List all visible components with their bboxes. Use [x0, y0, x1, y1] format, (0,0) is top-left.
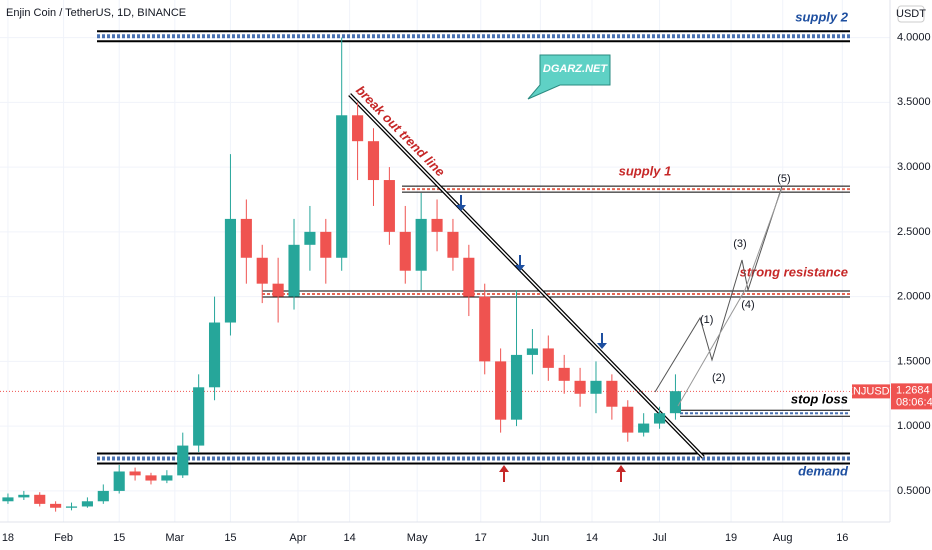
candle-body: [240, 218, 252, 258]
candle-body: [352, 115, 364, 142]
watermark-bubble: [527, 54, 611, 100]
down-arrows: [456, 195, 607, 349]
candle-body: [479, 296, 491, 362]
candle-body: [606, 380, 618, 407]
grid: [0, 0, 890, 522]
candle-body: [34, 494, 46, 504]
candle-body: [383, 180, 395, 232]
chart-title: Enjin Coin / TetherUS, 1D, BINANCE: [6, 7, 186, 19]
price-label: 1.2684: [896, 384, 930, 396]
candle-body: [399, 231, 411, 271]
level-label: supply 2: [795, 9, 849, 24]
x-tick-label: Feb: [54, 532, 73, 544]
x-tick-label: Jun: [531, 532, 549, 544]
trend-line-inner: [349, 94, 704, 458]
x-tick-label: 14: [344, 532, 356, 544]
candle-body: [113, 471, 125, 491]
wave-label: (3): [733, 238, 746, 250]
y-tick-label: 1.5000: [897, 355, 931, 367]
candle-body: [590, 380, 602, 394]
x-tick-label: 16: [836, 532, 848, 544]
candle-body: [622, 406, 634, 433]
y-tick-label: 2.5000: [897, 226, 931, 238]
candle-body: [2, 497, 14, 502]
candle-body: [447, 231, 459, 258]
candle-body: [288, 244, 300, 297]
level-label: demand: [798, 463, 849, 478]
countdown: 08:06:44: [896, 396, 932, 408]
candle-body: [574, 380, 586, 394]
level-label: strong resistance: [740, 264, 848, 279]
watermark: DGARZ.NET: [543, 63, 608, 75]
candle-body: [558, 367, 570, 381]
candle-body: [272, 283, 284, 297]
candle-body: [320, 231, 332, 258]
x-tick-label: 17: [475, 532, 487, 544]
candle-body: [510, 354, 523, 420]
candle-body: [463, 257, 475, 297]
candle-body: [18, 494, 30, 498]
candle-body: [193, 387, 205, 446]
candle-body: [129, 471, 141, 476]
level-label: stop loss: [791, 391, 848, 406]
y-tick-label: 3.5000: [897, 96, 931, 108]
level-label: supply 1: [619, 163, 672, 178]
currency: USDT: [896, 8, 926, 20]
candle-body: [415, 218, 427, 271]
candle-body: [431, 218, 443, 232]
x-tick-label: May: [407, 532, 428, 544]
annotations: (1) (2) (3) (4) (5) DGARZ.NET: [456, 54, 791, 482]
up-arrows: [499, 465, 626, 482]
axes: 4.0000 3.5000 3.0000 2.5000 2.0000 1.5000 1.00…: [2, 31, 932, 544]
symbol-label: ENJUSDT: [846, 385, 897, 397]
candle-body: [336, 115, 348, 258]
candle-body: [50, 503, 62, 508]
wave-label: (2): [712, 372, 725, 384]
candle-body: [177, 445, 189, 476]
x-tick-label: Mar: [165, 532, 184, 544]
x-tick-label: 14: [586, 532, 598, 544]
candle-body: [161, 475, 173, 481]
candle-body: [224, 218, 237, 323]
x-tick-label: Aug: [773, 532, 793, 544]
candle-body: [145, 475, 157, 481]
x-tick-label: Apr: [289, 532, 306, 544]
wave-projection: [654, 185, 783, 393]
x-tick-label: 15: [224, 532, 236, 544]
candle-body: [495, 361, 507, 420]
x-tick-label: 15: [113, 532, 125, 544]
candle-body: [208, 322, 221, 388]
x-tick-label: 18: [2, 532, 14, 544]
y-tick-label: 2.0000: [897, 291, 931, 303]
y-tick-label: 3.0000: [897, 161, 931, 173]
candle-body: [65, 506, 78, 508]
wave-label: (5): [777, 173, 790, 185]
price-axis: [890, 0, 932, 550]
y-tick-label: 4.0000: [897, 31, 931, 43]
x-tick-label: Jul: [653, 532, 667, 544]
candle-body: [304, 231, 316, 245]
y-tick-label: 1.0000: [897, 420, 931, 432]
candle-body: [638, 423, 650, 433]
x-tick-label: 19: [725, 532, 737, 544]
candle-body: [367, 141, 380, 181]
wave-label: (1): [700, 314, 713, 326]
wave-channel: [677, 187, 783, 407]
candle-body: [542, 348, 554, 368]
candle-body: [669, 391, 682, 414]
y-tick-label: 0.5000: [897, 485, 931, 497]
candle-body: [653, 413, 666, 424]
wave-label: (4): [741, 299, 754, 311]
symbol-tag: [852, 384, 890, 399]
currency-box: [897, 5, 925, 23]
candle-body: [81, 501, 93, 507]
price-tag: [891, 383, 932, 410]
candle-body: [256, 257, 268, 284]
candle-body: [526, 348, 538, 355]
candles: [2, 37, 682, 512]
candle-body: [97, 490, 109, 502]
